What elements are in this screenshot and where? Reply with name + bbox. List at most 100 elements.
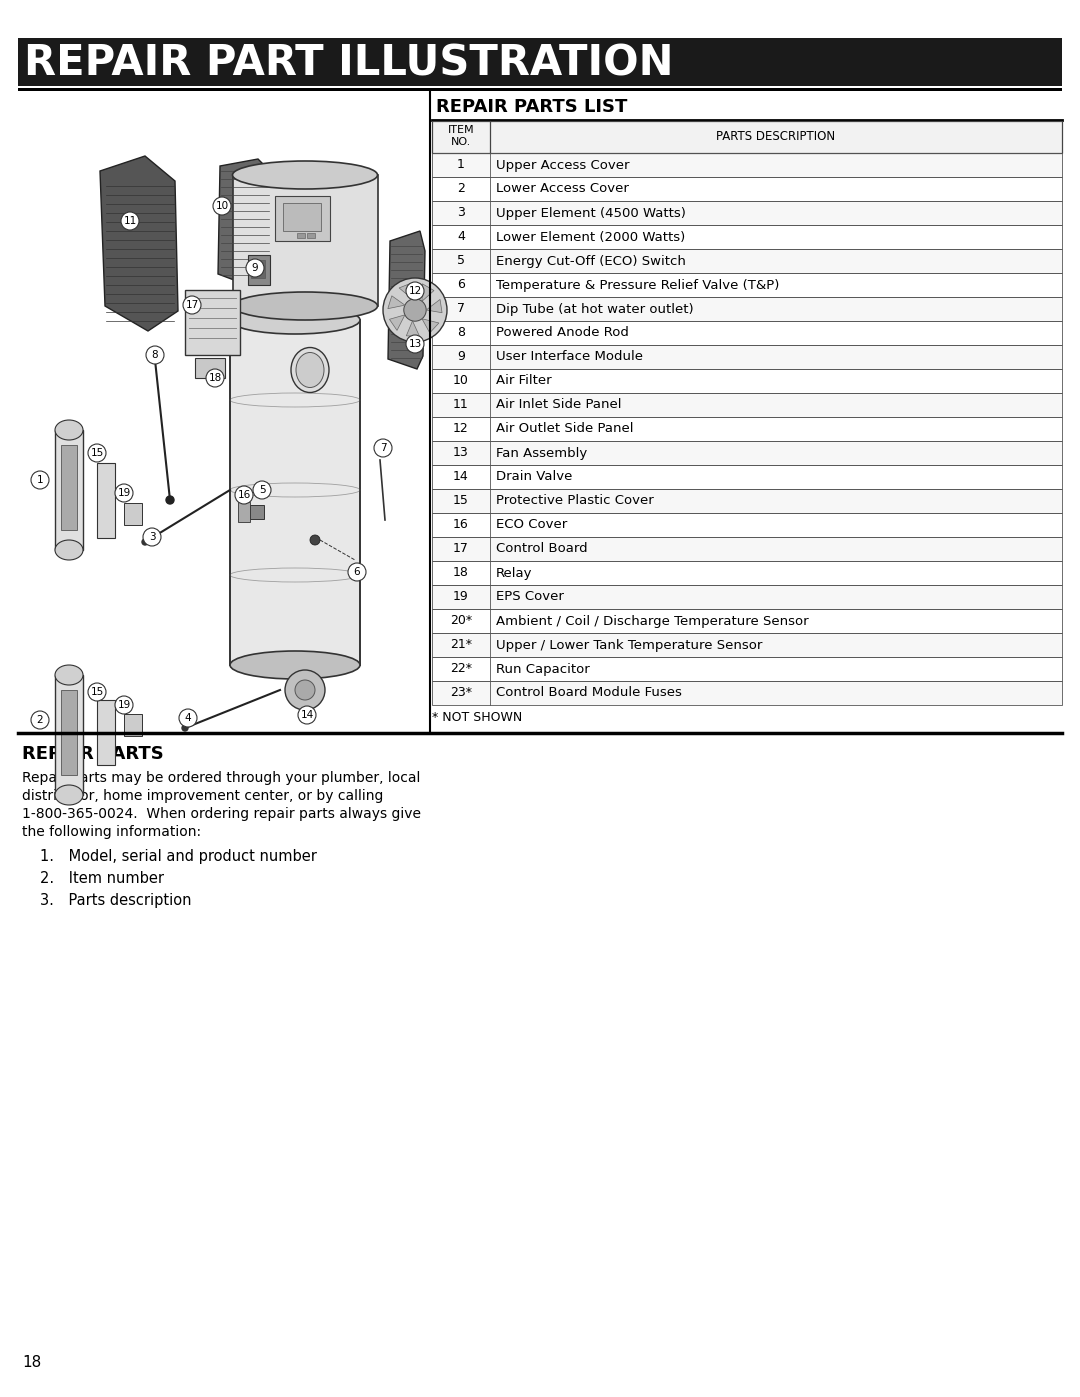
- Text: 4: 4: [457, 231, 464, 243]
- Bar: [432, 562, 1062, 585]
- Ellipse shape: [232, 161, 378, 189]
- Circle shape: [374, 439, 392, 457]
- Text: 18: 18: [454, 567, 469, 580]
- Circle shape: [253, 481, 271, 499]
- Bar: [124, 503, 141, 525]
- Text: 15: 15: [91, 687, 104, 697]
- Bar: [185, 291, 240, 355]
- Bar: [432, 416, 1062, 441]
- Ellipse shape: [55, 420, 83, 440]
- Text: 19: 19: [118, 700, 131, 710]
- Ellipse shape: [232, 292, 378, 320]
- Bar: [432, 201, 1062, 225]
- Bar: [432, 225, 1062, 249]
- Ellipse shape: [296, 352, 324, 387]
- Circle shape: [348, 563, 366, 581]
- Text: PARTS DESCRIPTION: PARTS DESCRIPTION: [716, 130, 836, 144]
- Text: Upper / Lower Tank Temperature Sensor: Upper / Lower Tank Temperature Sensor: [496, 638, 762, 651]
- Bar: [432, 536, 1062, 562]
- Circle shape: [285, 671, 325, 710]
- Bar: [432, 345, 1062, 369]
- Bar: [432, 633, 1062, 657]
- Text: Ambient / Coil / Discharge Temperature Sensor: Ambient / Coil / Discharge Temperature S…: [496, 615, 809, 627]
- Ellipse shape: [291, 348, 329, 393]
- Circle shape: [141, 539, 148, 545]
- Text: Control Board Module Fuses: Control Board Module Fuses: [496, 686, 681, 700]
- Text: Lower Access Cover: Lower Access Cover: [496, 183, 629, 196]
- Text: 3: 3: [149, 532, 156, 542]
- Text: 3. Parts description: 3. Parts description: [40, 893, 191, 908]
- Bar: [55, 675, 83, 795]
- Text: Run Capacitor: Run Capacitor: [496, 662, 590, 676]
- Bar: [249, 504, 264, 520]
- Bar: [238, 502, 249, 522]
- Bar: [432, 562, 1062, 585]
- Bar: [18, 88, 1062, 91]
- Text: Upper Access Cover: Upper Access Cover: [496, 158, 630, 172]
- Text: Temperature & Pressure Relief Valve (T&P): Temperature & Pressure Relief Valve (T&P…: [496, 278, 780, 292]
- Bar: [432, 249, 1062, 272]
- Text: 1: 1: [37, 475, 43, 485]
- Text: Lower Element (2000 Watts): Lower Element (2000 Watts): [496, 231, 685, 243]
- Text: Energy Cut-Off (ECO) Switch: Energy Cut-Off (ECO) Switch: [496, 254, 686, 267]
- Bar: [55, 430, 83, 550]
- Text: Powered Anode Rod: Powered Anode Rod: [496, 327, 629, 339]
- Text: Fan Assembly: Fan Assembly: [496, 447, 588, 460]
- Text: 2: 2: [457, 183, 464, 196]
- Bar: [432, 122, 1062, 154]
- Bar: [432, 489, 1062, 513]
- Text: 21*: 21*: [450, 638, 472, 651]
- Text: 11: 11: [123, 217, 137, 226]
- Circle shape: [114, 696, 133, 714]
- Bar: [251, 260, 265, 278]
- Bar: [432, 633, 1062, 657]
- Circle shape: [406, 282, 424, 300]
- Bar: [432, 393, 1062, 416]
- Circle shape: [31, 711, 49, 729]
- Ellipse shape: [55, 665, 83, 685]
- Text: REPAIR PART ILLUSTRATION: REPAIR PART ILLUSTRATION: [24, 42, 674, 84]
- Text: Upper Element (4500 Watts): Upper Element (4500 Watts): [496, 207, 686, 219]
- Polygon shape: [422, 319, 438, 332]
- Polygon shape: [427, 299, 442, 313]
- Bar: [432, 585, 1062, 609]
- Bar: [432, 465, 1062, 489]
- Circle shape: [295, 680, 315, 700]
- Text: 12: 12: [454, 422, 469, 436]
- Text: Relay: Relay: [496, 567, 532, 580]
- Text: the following information:: the following information:: [22, 826, 201, 840]
- Circle shape: [179, 710, 197, 726]
- Ellipse shape: [55, 785, 83, 805]
- Text: 11: 11: [454, 398, 469, 412]
- Text: ECO Cover: ECO Cover: [496, 518, 567, 531]
- Circle shape: [206, 369, 224, 387]
- Circle shape: [404, 299, 427, 321]
- Circle shape: [121, 212, 139, 231]
- Bar: [432, 585, 1062, 609]
- Text: 13: 13: [454, 447, 469, 460]
- Bar: [60, 446, 77, 529]
- Circle shape: [383, 278, 447, 342]
- Bar: [432, 416, 1062, 441]
- Bar: [432, 536, 1062, 562]
- Polygon shape: [390, 314, 405, 331]
- Bar: [432, 154, 1062, 177]
- Bar: [432, 177, 1062, 201]
- Bar: [432, 369, 1062, 393]
- Bar: [432, 680, 1062, 705]
- Polygon shape: [406, 321, 420, 337]
- Text: User Interface Module: User Interface Module: [496, 351, 643, 363]
- Text: 16: 16: [454, 518, 469, 531]
- Text: 8: 8: [151, 351, 159, 360]
- Text: 15: 15: [91, 448, 104, 458]
- Bar: [233, 175, 378, 306]
- Text: Air Inlet Side Panel: Air Inlet Side Panel: [496, 398, 621, 412]
- Text: 2. Item number: 2. Item number: [40, 870, 164, 886]
- Bar: [60, 690, 77, 775]
- Circle shape: [246, 258, 264, 277]
- Bar: [432, 609, 1062, 633]
- Text: 9: 9: [252, 263, 258, 272]
- Text: Protective Plastic Cover: Protective Plastic Cover: [496, 495, 653, 507]
- Text: 1: 1: [457, 158, 464, 172]
- Text: Air Outlet Side Panel: Air Outlet Side Panel: [496, 422, 634, 436]
